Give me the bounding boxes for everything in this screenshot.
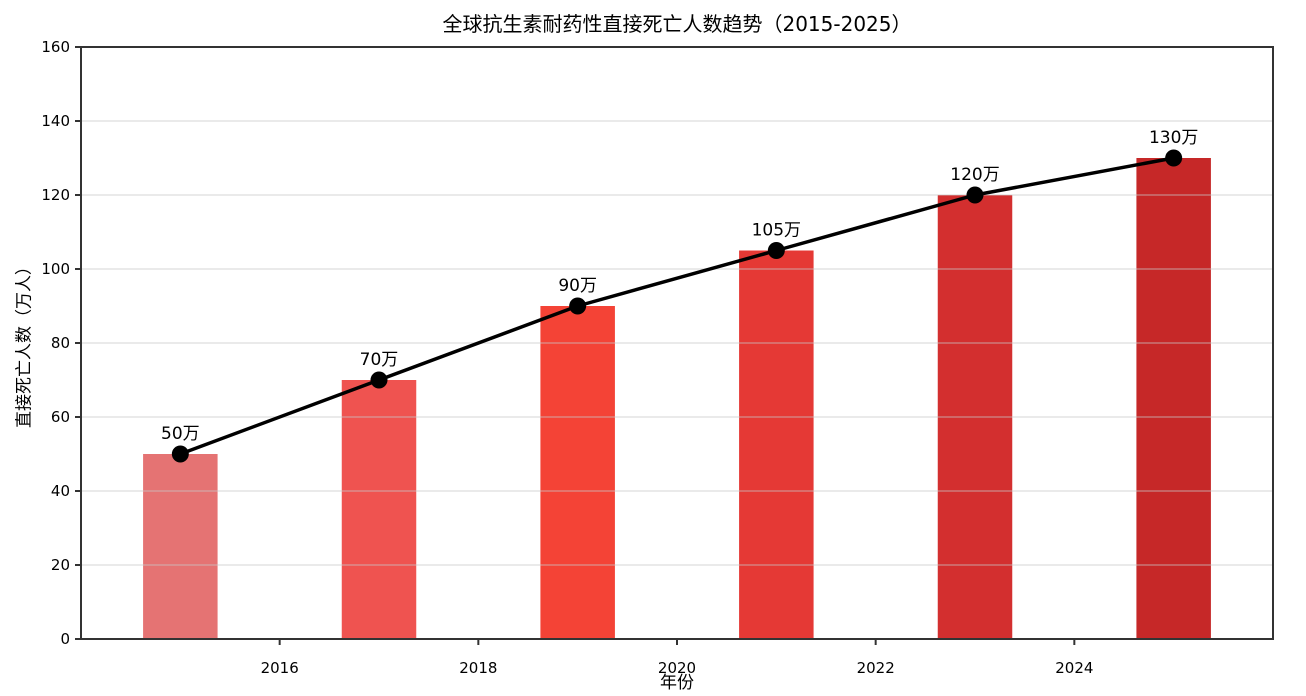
y-tick-label-20: 20 bbox=[51, 556, 70, 574]
y-tick-label-60: 60 bbox=[51, 408, 70, 426]
value-label-2023: 120万 bbox=[950, 165, 999, 185]
chart-title: 全球抗生素耐药性直接死亡人数趋势（2015-2025） bbox=[442, 12, 912, 36]
marker-2019 bbox=[569, 297, 587, 315]
bar-2017 bbox=[341, 380, 417, 639]
bar-2025 bbox=[1136, 158, 1211, 639]
value-label-2015: 50万 bbox=[161, 424, 200, 444]
y-tick-label-40: 40 bbox=[51, 482, 70, 500]
value-label-2025: 130万 bbox=[1149, 128, 1198, 148]
y-axis-title: 直接死亡人数（万人） bbox=[14, 258, 35, 428]
y-tick-label-120: 120 bbox=[41, 186, 70, 204]
x-tick-label-2016: 2016 bbox=[261, 659, 299, 677]
bar-2021 bbox=[739, 250, 814, 639]
x-axis-title: 年份 bbox=[660, 673, 694, 693]
value-label-2019: 90万 bbox=[558, 276, 597, 296]
trend-line bbox=[178, 156, 1176, 456]
bar-2019 bbox=[540, 306, 615, 639]
marker-2023 bbox=[966, 186, 984, 204]
y-tick-label-160: 160 bbox=[41, 38, 70, 56]
y-tick-label-0: 0 bbox=[60, 630, 70, 648]
marker-2021 bbox=[767, 242, 785, 259]
y-tick-label-80: 80 bbox=[51, 334, 70, 352]
y-tick-label-100: 100 bbox=[41, 260, 70, 278]
y-tick-label-140: 140 bbox=[41, 112, 70, 130]
bar-2015 bbox=[143, 454, 218, 639]
x-tick-label-2020: 2020 bbox=[658, 659, 696, 677]
marker-2015 bbox=[171, 445, 189, 463]
x-tick-label-2022: 2022 bbox=[857, 659, 895, 677]
marker-2017 bbox=[370, 371, 388, 389]
value-label-2021: 105万 bbox=[752, 221, 801, 241]
value-label-2017: 70万 bbox=[360, 350, 399, 370]
x-tick-label-2018: 2018 bbox=[459, 659, 497, 677]
marker-2025 bbox=[1165, 149, 1183, 167]
x-tick-label-2024: 2024 bbox=[1055, 659, 1093, 677]
